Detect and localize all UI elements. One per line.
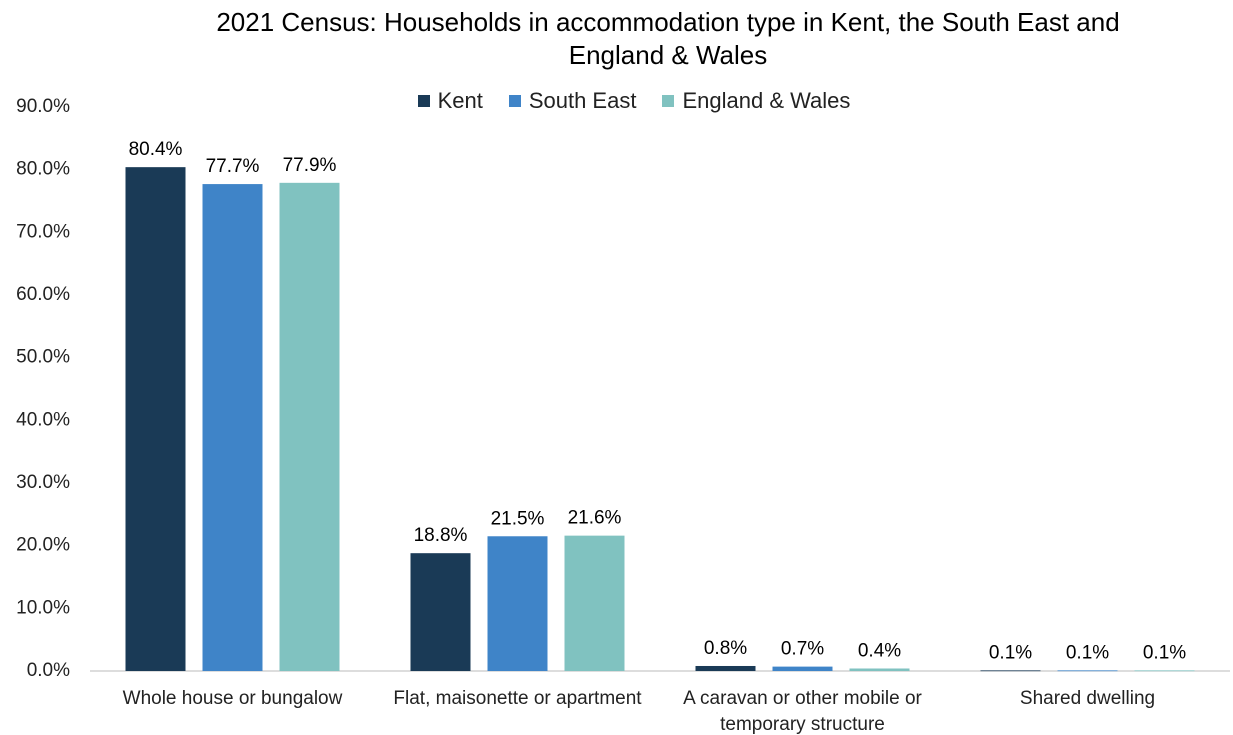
- bar: [772, 666, 833, 671]
- bar: [980, 670, 1041, 672]
- bar: [1134, 670, 1195, 672]
- value-label: 77.7%: [206, 156, 260, 177]
- y-tick-label: 30.0%: [16, 472, 70, 493]
- y-tick-label: 70.0%: [16, 221, 70, 242]
- y-tick-label: 80.0%: [16, 159, 70, 180]
- x-tick-label: Shared dwelling: [1019, 688, 1156, 709]
- y-tick-label: 50.0%: [16, 347, 70, 368]
- bar: [125, 167, 186, 671]
- bar: [564, 535, 625, 671]
- value-label: 80.4%: [129, 139, 183, 160]
- legend-swatch: [508, 95, 521, 107]
- value-label: 0.1%: [1066, 642, 1109, 663]
- bar: [849, 668, 910, 671]
- y-tick-label: 90.0%: [16, 96, 70, 117]
- value-label: 21.5%: [491, 508, 545, 529]
- legend: Kent South East England & Wales: [0, 88, 1233, 114]
- value-label: 0.8%: [704, 638, 747, 659]
- legend-item: England & Wales: [662, 88, 850, 114]
- value-label: 0.1%: [989, 642, 1032, 663]
- legend-item: South East: [508, 88, 637, 114]
- value-label: 0.4%: [858, 641, 901, 662]
- y-tick-label: 10.0%: [16, 597, 70, 618]
- y-tick-label: 40.0%: [16, 409, 70, 430]
- y-tick-label: 0.0%: [27, 660, 70, 681]
- bar: [1057, 670, 1118, 672]
- y-tick-label: 20.0%: [16, 535, 70, 556]
- value-label: 18.8%: [414, 525, 468, 546]
- legend-label: Kent: [437, 88, 483, 113]
- value-label: 0.7%: [781, 639, 824, 660]
- legend-label: England & Wales: [682, 88, 851, 113]
- bar: [279, 182, 340, 671]
- x-tick-label: Flat, maisonette or apartment: [393, 688, 642, 709]
- x-tick-label: A caravan or other mobile or temporary s…: [683, 688, 922, 735]
- bar: [202, 184, 263, 671]
- legend-swatch: [417, 95, 430, 107]
- bar: [410, 553, 471, 671]
- legend-swatch: [662, 95, 675, 107]
- value-label: 0.1%: [1143, 642, 1186, 663]
- y-tick-label: 60.0%: [16, 284, 70, 305]
- value-label: 77.9%: [283, 155, 337, 176]
- legend-item: Kent: [417, 88, 483, 114]
- value-label: 21.6%: [568, 508, 622, 529]
- legend-label: South East: [528, 88, 637, 113]
- bar: [487, 536, 548, 671]
- chart-title: 2021 Census: Households in accommodation…: [216, 7, 1120, 70]
- x-tick-label: Whole house or bungalow: [122, 688, 343, 709]
- bar: [695, 665, 756, 671]
